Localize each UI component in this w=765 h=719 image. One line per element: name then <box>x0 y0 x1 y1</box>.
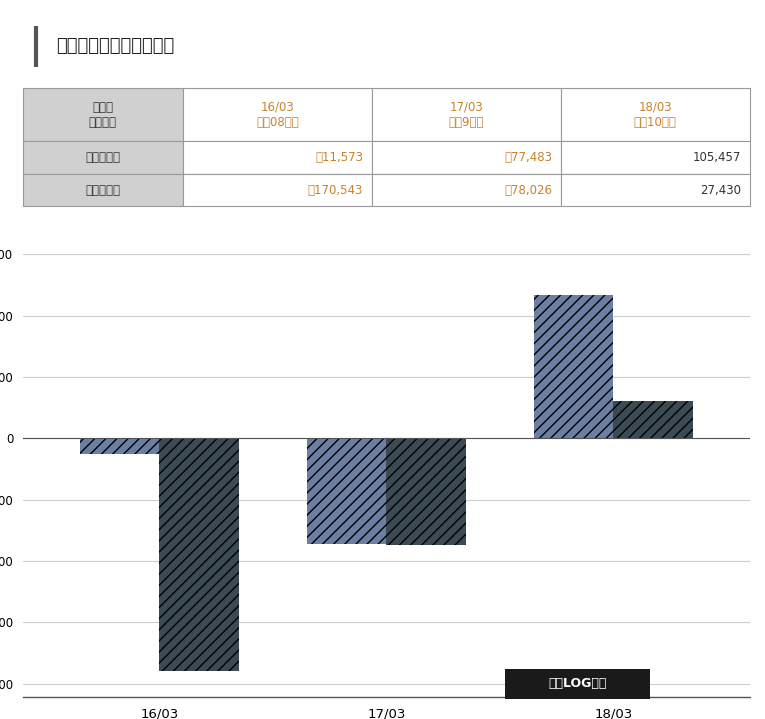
Text: 起業LOG調べ: 起業LOG調べ <box>549 677 607 690</box>
Text: 利益剰余金: 利益剰余金 <box>86 184 120 197</box>
Bar <box>614 401 693 439</box>
Bar <box>372 88 561 142</box>
Bar <box>372 174 561 206</box>
Bar <box>561 88 750 142</box>
Bar <box>23 142 183 174</box>
Bar <box>561 174 750 206</box>
Text: 77,483: 77,483 <box>504 151 552 164</box>
Text: 当期純利益: 当期純利益 <box>86 151 120 164</box>
Bar <box>23 174 183 206</box>
Bar <box>183 88 372 142</box>
Text: 105,457: 105,457 <box>692 151 741 164</box>
Bar <box>386 439 466 545</box>
Bar <box>80 439 159 454</box>
Text: キラメックスの業績推移: キラメックスの業績推移 <box>56 37 174 55</box>
Text: 78,026: 78,026 <box>504 184 552 197</box>
Bar <box>372 142 561 174</box>
Bar <box>183 174 372 206</box>
Text: 11,573: 11,573 <box>315 151 363 164</box>
Text: 16/03
（第08期）: 16/03 （第08期） <box>256 101 298 129</box>
Bar <box>23 88 183 142</box>
Text: 17/03
（第9期）: 17/03 （第9期） <box>448 101 484 129</box>
Text: 決算期
（千円）: 決算期 （千円） <box>89 101 117 129</box>
Bar <box>183 142 372 174</box>
Text: 27,430: 27,430 <box>700 184 741 197</box>
Text: 18/03
（第10期）: 18/03 （第10期） <box>633 101 677 129</box>
Text: 170,543: 170,543 <box>308 184 363 197</box>
Bar <box>307 439 386 544</box>
Bar <box>561 142 750 174</box>
Bar <box>534 295 614 439</box>
Bar <box>159 439 239 671</box>
